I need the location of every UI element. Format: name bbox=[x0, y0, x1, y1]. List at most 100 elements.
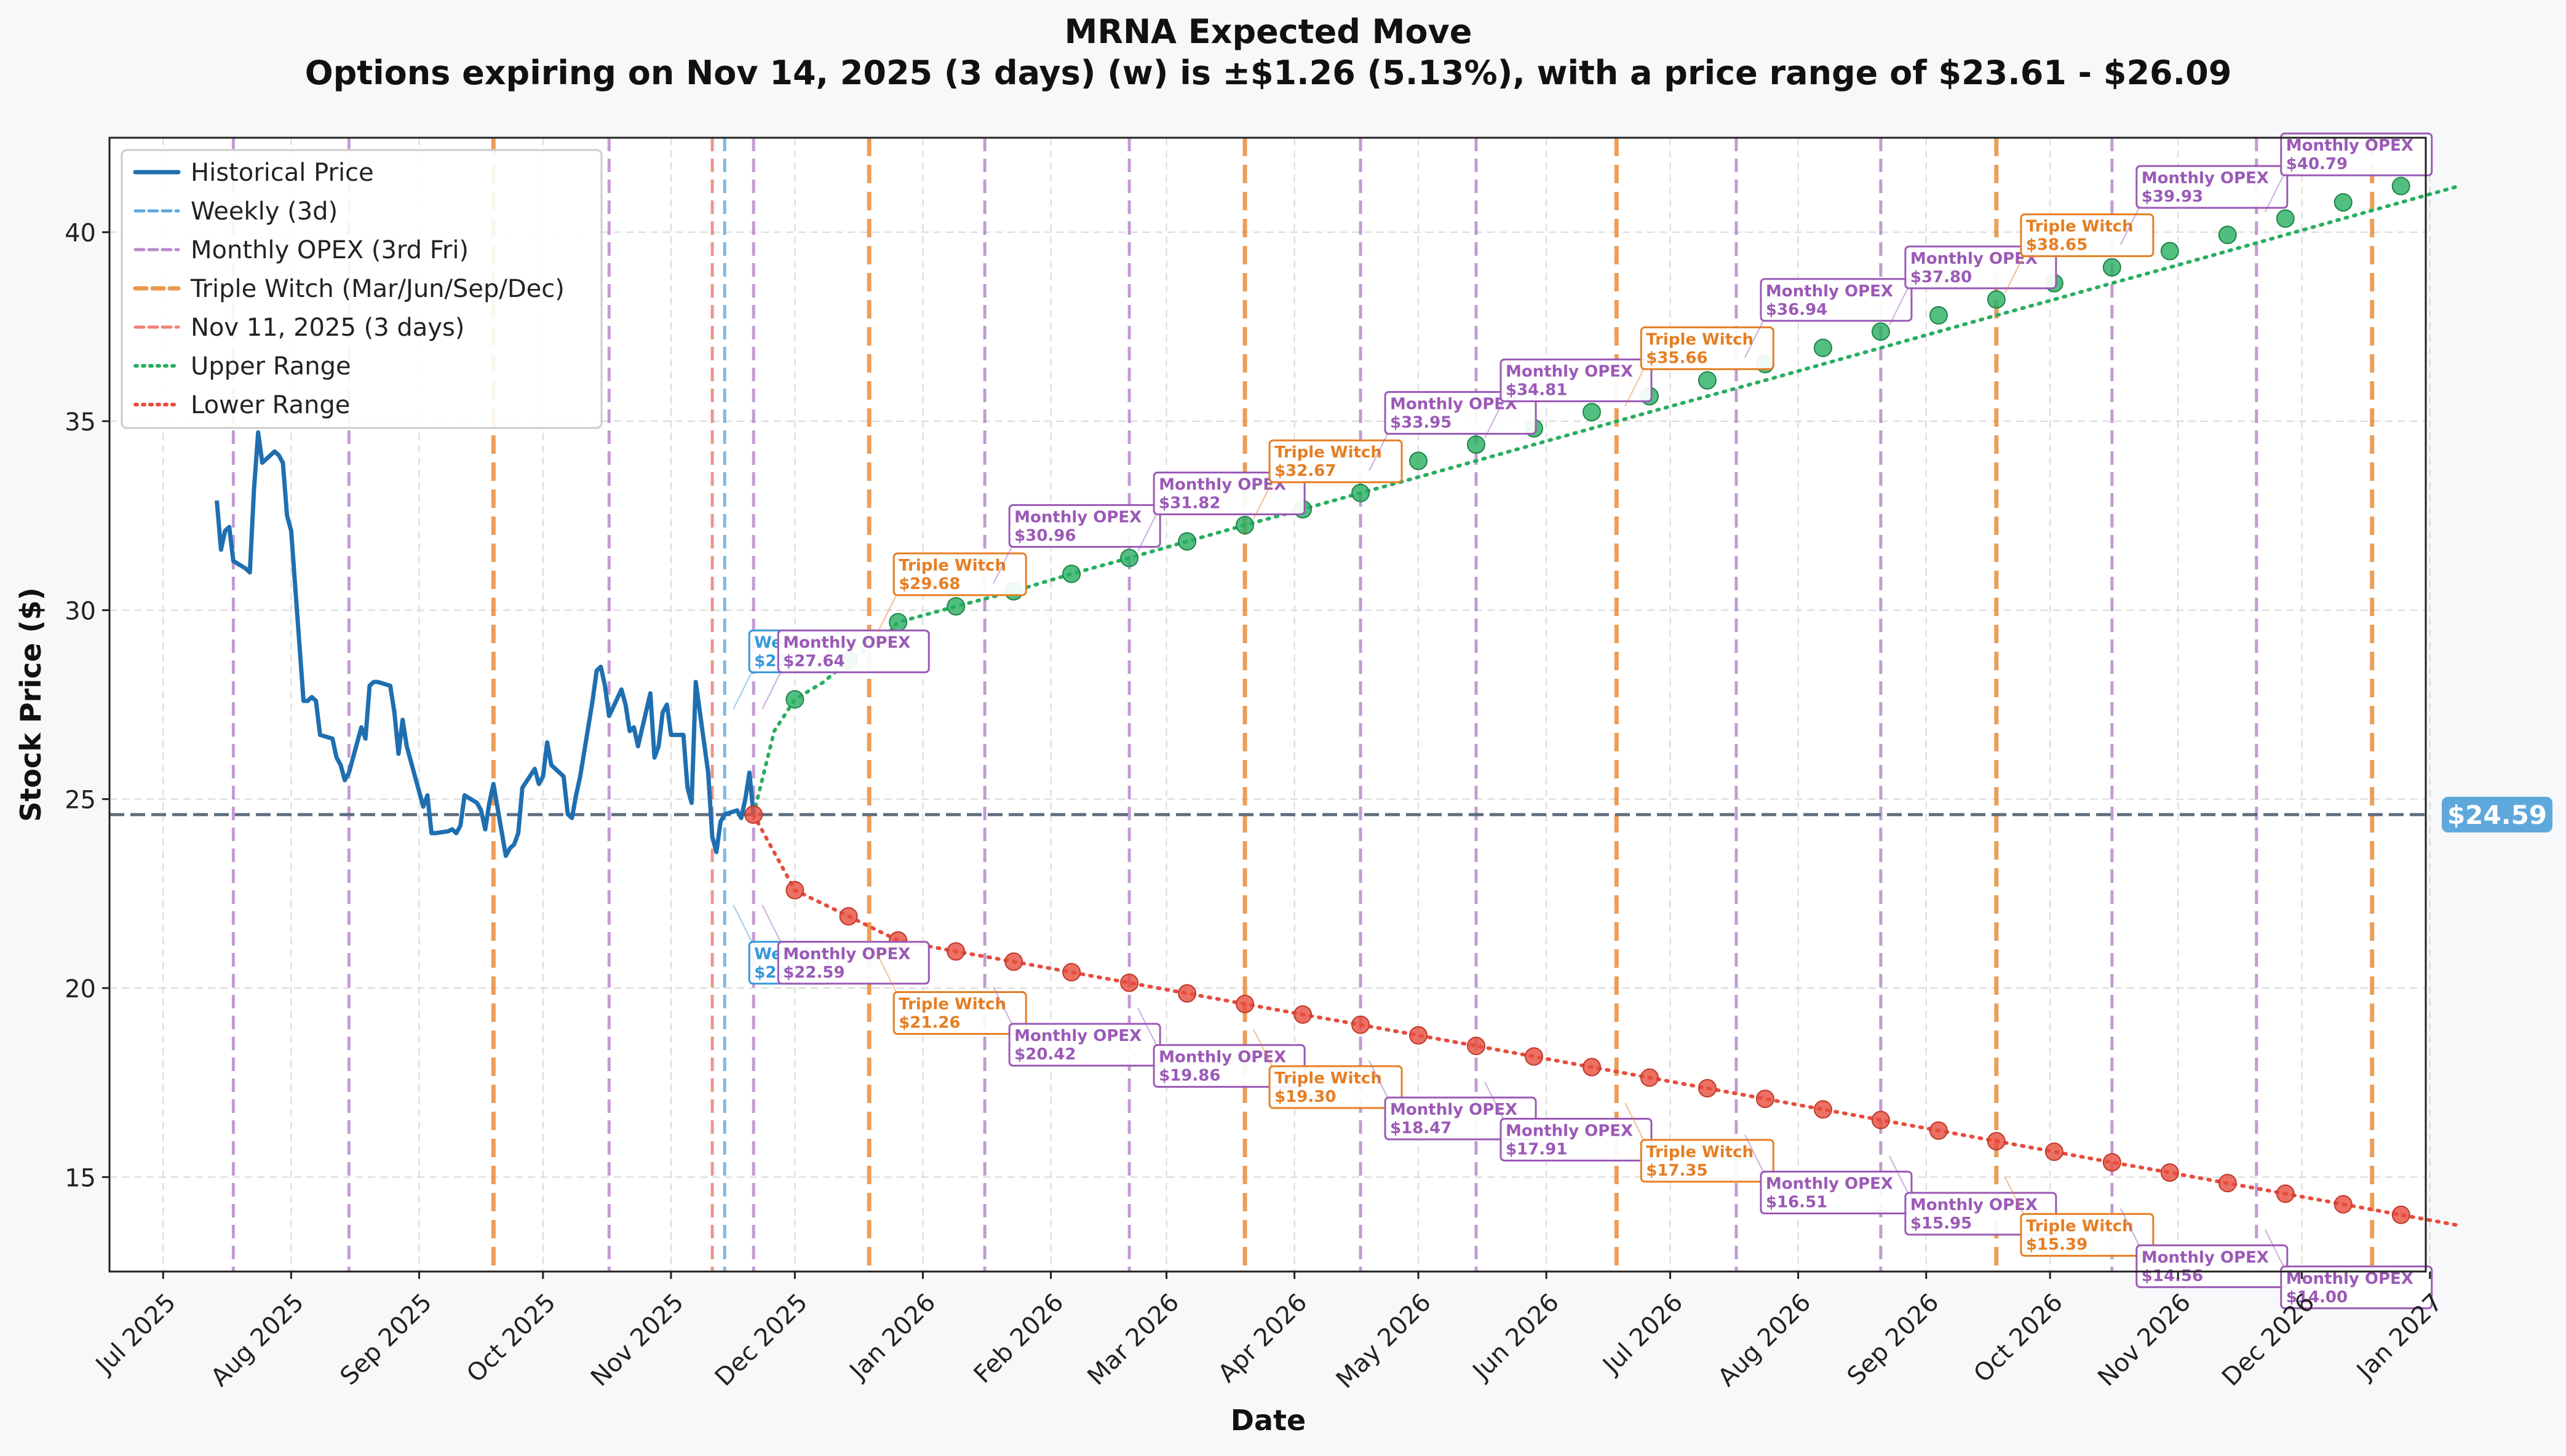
annotation-leader bbox=[761, 671, 782, 710]
annotation-leader bbox=[733, 904, 753, 943]
monthly-annotation-title: Monthly OPEX bbox=[2286, 136, 2413, 155]
monthly-annotation-value: $36.94 bbox=[1766, 301, 1827, 319]
monthly-annotation-value: $34.81 bbox=[1506, 381, 1567, 400]
monthly-annotation-box bbox=[2280, 132, 2433, 176]
y-tick-label: 35 bbox=[65, 408, 96, 437]
upper-range-point bbox=[1120, 548, 1139, 568]
monthly-annotation-value: $31.82 bbox=[1159, 494, 1220, 512]
annotation-leader bbox=[1137, 514, 1158, 552]
lower-range-point bbox=[1467, 1037, 1486, 1056]
triple-annotation-value: $35.66 bbox=[1646, 349, 1707, 367]
y-tick-label: 15 bbox=[65, 1164, 96, 1192]
annotation-leader bbox=[2004, 256, 2024, 294]
upper-range-point bbox=[1467, 435, 1486, 454]
upper-range-point bbox=[947, 597, 966, 616]
lower-range-point bbox=[839, 907, 858, 926]
annotation-leader bbox=[1888, 1155, 1909, 1193]
triple-annotation-value: $29.68 bbox=[899, 575, 960, 593]
upper-range-point bbox=[1236, 516, 1255, 535]
lower-range-point bbox=[744, 805, 763, 824]
lower-range-point bbox=[2102, 1153, 2121, 1172]
lower-range-point bbox=[2276, 1184, 2295, 1203]
annotation-leader bbox=[2004, 1176, 2024, 1214]
triple-annotation-title: Triple Witch bbox=[899, 556, 1006, 575]
annotation-leader bbox=[1368, 1060, 1388, 1098]
legend-label-weekly: Weekly (3d) bbox=[191, 197, 338, 226]
upper-range-point bbox=[1062, 564, 1081, 584]
monthly-annotation-title: Monthly OPEX bbox=[2286, 1270, 2413, 1288]
monthly-annotation-value: $16.51 bbox=[1766, 1193, 1827, 1212]
historical-price-line bbox=[215, 430, 756, 858]
lower-range-point bbox=[1987, 1131, 2006, 1150]
upper-range-point bbox=[2334, 193, 2353, 212]
annotation-leader bbox=[1484, 1082, 1504, 1119]
triple-annotation-title: Triple Witch bbox=[899, 995, 1006, 1014]
lower-range-point bbox=[1755, 1090, 1774, 1109]
triple-annotation-value: $17.35 bbox=[1646, 1161, 1707, 1180]
upper-range-point bbox=[1987, 290, 2006, 309]
y-tick-label: 30 bbox=[65, 597, 96, 625]
chart-title: MRNA Expected Move bbox=[1065, 12, 1472, 51]
monthly-annotation-title: Monthly OPEX bbox=[1910, 250, 2038, 268]
legend-label-today: Nov 11, 2025 (3 days) bbox=[191, 314, 464, 342]
triple-annotation-box bbox=[2020, 1213, 2155, 1257]
legend-box bbox=[121, 149, 603, 429]
monthly-annotation-box bbox=[1153, 471, 1306, 515]
annotation-leader bbox=[2119, 207, 2140, 245]
monthly-annotation-value: $17.91 bbox=[1506, 1140, 1567, 1158]
upper-range-point bbox=[1582, 403, 1601, 422]
monthly-annotation-title: Monthly OPEX bbox=[1390, 395, 1517, 414]
monthly-annotation-title: Monthly OPEX bbox=[1014, 1027, 1142, 1045]
annotation-leader bbox=[877, 595, 897, 633]
lower-range-point bbox=[1120, 973, 1139, 992]
lower-range-point bbox=[1582, 1058, 1601, 1077]
lower-range-point bbox=[1351, 1015, 1370, 1034]
monthly-annotation-box bbox=[2280, 1265, 2433, 1310]
annotation-leader bbox=[733, 671, 753, 710]
y-tick-label: 40 bbox=[65, 220, 96, 248]
monthly-annotation-title: Monthly OPEX bbox=[1766, 282, 1893, 301]
triple-annotation-box bbox=[1640, 326, 1774, 370]
lower-range-point bbox=[2160, 1163, 2179, 1182]
monthly-annotation-box bbox=[2135, 165, 2289, 209]
chart-subtitle: Options expiring on Nov 14, 2025 (3 days… bbox=[305, 53, 2232, 92]
monthly-annotation-value: $37.80 bbox=[1910, 268, 1972, 287]
monthly-annotation-title: Monthly OPEX bbox=[783, 945, 910, 963]
monthly-annotation-title: Monthly OPEX bbox=[1506, 363, 1633, 381]
upper-range-point bbox=[2160, 242, 2179, 261]
current-price-badge bbox=[2442, 796, 2552, 833]
annotation-leader bbox=[2119, 1208, 2140, 1246]
monthly-annotation-value: $15.95 bbox=[1910, 1214, 1972, 1233]
upper-range-point bbox=[2276, 209, 2295, 228]
upper-range-point bbox=[1409, 451, 1428, 470]
annotation-leader bbox=[1253, 1029, 1273, 1067]
triple-annotation-box bbox=[1640, 1139, 1774, 1183]
annotation-leader bbox=[1484, 401, 1504, 439]
upper-range-point bbox=[1813, 338, 1832, 357]
lower-range-point bbox=[1640, 1068, 1659, 1087]
triple-annotation-box bbox=[1268, 439, 1403, 483]
lower-range-point bbox=[2044, 1142, 2064, 1161]
annotation-leader bbox=[1253, 481, 1273, 520]
monthly-annotation-value: $39.93 bbox=[2142, 188, 2203, 206]
legend-label-historical: Historical Price bbox=[191, 159, 374, 187]
lower-range-point bbox=[1236, 994, 1255, 1013]
lower-range-point bbox=[785, 880, 804, 900]
lower-range-point bbox=[1293, 1005, 1313, 1024]
triple-annotation-title: Triple Witch bbox=[2026, 1217, 2134, 1235]
triple-annotation-title: Triple Witch bbox=[1646, 1143, 1754, 1161]
triple-annotation-value: $38.65 bbox=[2026, 236, 2087, 255]
annotation-leader bbox=[993, 986, 1013, 1024]
triple-annotation-title: Triple Witch bbox=[1646, 330, 1754, 349]
lower-range-point bbox=[2334, 1195, 2353, 1214]
monthly-annotation-box bbox=[777, 941, 930, 985]
lower-range-point bbox=[1698, 1078, 1717, 1098]
upper-range-point bbox=[785, 690, 804, 709]
annotation-leader bbox=[1137, 1008, 1158, 1046]
monthly-annotation-box bbox=[1008, 504, 1161, 548]
y-tick-label: 25 bbox=[65, 786, 96, 815]
plot-frame bbox=[108, 136, 2427, 1273]
lower-range-point bbox=[2391, 1205, 2410, 1224]
monthly-annotation-value: $19.86 bbox=[1159, 1067, 1220, 1085]
